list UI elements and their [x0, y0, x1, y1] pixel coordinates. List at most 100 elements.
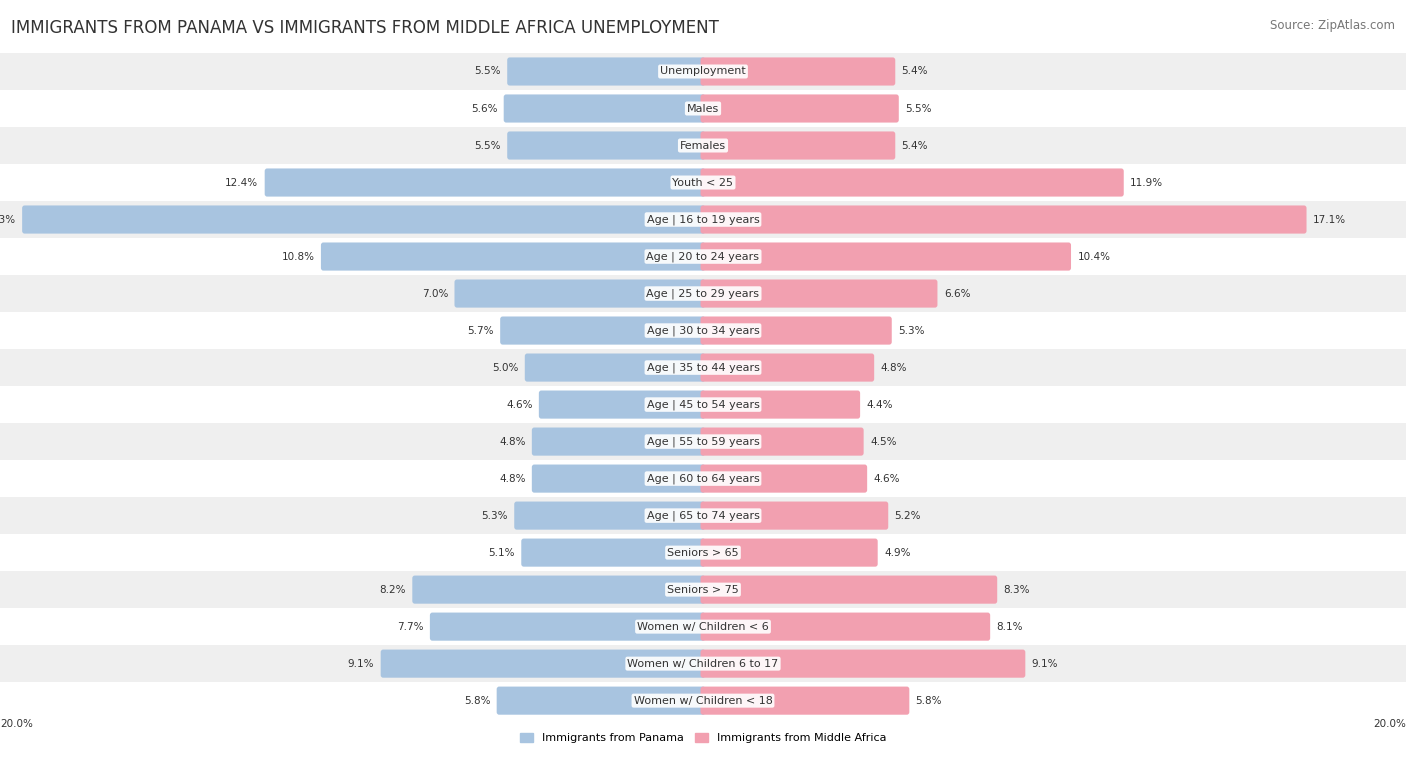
Text: 7.7%: 7.7% — [396, 621, 423, 631]
FancyBboxPatch shape — [700, 316, 891, 344]
Bar — [0, 386, 1406, 423]
Text: Women w/ Children 6 to 17: Women w/ Children 6 to 17 — [627, 659, 779, 668]
Text: Source: ZipAtlas.com: Source: ZipAtlas.com — [1270, 19, 1395, 32]
Text: Unemployment: Unemployment — [661, 67, 745, 76]
Text: 5.8%: 5.8% — [464, 696, 491, 706]
Text: IMMIGRANTS FROM PANAMA VS IMMIGRANTS FROM MIDDLE AFRICA UNEMPLOYMENT: IMMIGRANTS FROM PANAMA VS IMMIGRANTS FRO… — [11, 19, 718, 37]
Bar — [0, 164, 1406, 201]
Text: 4.9%: 4.9% — [884, 547, 911, 558]
FancyBboxPatch shape — [700, 538, 877, 567]
Text: Age | 30 to 34 years: Age | 30 to 34 years — [647, 326, 759, 336]
FancyBboxPatch shape — [503, 95, 706, 123]
FancyBboxPatch shape — [531, 428, 706, 456]
FancyBboxPatch shape — [700, 242, 1071, 270]
Text: 4.4%: 4.4% — [866, 400, 893, 410]
FancyBboxPatch shape — [700, 575, 997, 603]
Text: 5.6%: 5.6% — [471, 104, 498, 114]
Text: Women w/ Children < 18: Women w/ Children < 18 — [634, 696, 772, 706]
Bar — [0, 201, 1406, 238]
Text: 4.6%: 4.6% — [873, 474, 900, 484]
FancyBboxPatch shape — [531, 465, 706, 493]
Text: 4.5%: 4.5% — [870, 437, 897, 447]
Text: 6.6%: 6.6% — [943, 288, 970, 298]
Legend: Immigrants from Panama, Immigrants from Middle Africa: Immigrants from Panama, Immigrants from … — [515, 728, 891, 748]
FancyBboxPatch shape — [522, 538, 706, 567]
Text: 17.1%: 17.1% — [1313, 214, 1346, 225]
Bar — [0, 571, 1406, 608]
FancyBboxPatch shape — [524, 354, 706, 382]
FancyBboxPatch shape — [700, 169, 1123, 197]
Text: 10.4%: 10.4% — [1077, 251, 1111, 261]
Text: 9.1%: 9.1% — [347, 659, 374, 668]
FancyBboxPatch shape — [700, 205, 1306, 234]
Text: 8.3%: 8.3% — [1004, 584, 1031, 594]
Text: 5.7%: 5.7% — [467, 326, 494, 335]
Text: 5.3%: 5.3% — [898, 326, 925, 335]
Text: 9.1%: 9.1% — [1032, 659, 1059, 668]
Text: 4.8%: 4.8% — [499, 474, 526, 484]
Text: 8.2%: 8.2% — [380, 584, 406, 594]
FancyBboxPatch shape — [700, 279, 938, 307]
Bar — [0, 497, 1406, 534]
FancyBboxPatch shape — [412, 575, 706, 603]
Text: 7.0%: 7.0% — [422, 288, 449, 298]
FancyBboxPatch shape — [501, 316, 706, 344]
Text: 5.5%: 5.5% — [905, 104, 932, 114]
FancyBboxPatch shape — [700, 687, 910, 715]
Text: 5.4%: 5.4% — [901, 67, 928, 76]
Text: 4.6%: 4.6% — [506, 400, 533, 410]
Bar — [0, 682, 1406, 719]
FancyBboxPatch shape — [700, 612, 990, 640]
Text: 5.5%: 5.5% — [474, 141, 501, 151]
Text: Age | 55 to 59 years: Age | 55 to 59 years — [647, 436, 759, 447]
Text: Youth < 25: Youth < 25 — [672, 178, 734, 188]
Text: Age | 25 to 29 years: Age | 25 to 29 years — [647, 288, 759, 299]
FancyBboxPatch shape — [700, 58, 896, 86]
Text: Age | 45 to 54 years: Age | 45 to 54 years — [647, 400, 759, 410]
FancyBboxPatch shape — [430, 612, 706, 640]
FancyBboxPatch shape — [508, 132, 706, 160]
Text: 8.1%: 8.1% — [997, 621, 1024, 631]
Bar — [0, 423, 1406, 460]
Text: 5.8%: 5.8% — [915, 696, 942, 706]
FancyBboxPatch shape — [508, 58, 706, 86]
Text: 5.1%: 5.1% — [488, 547, 515, 558]
Text: 5.0%: 5.0% — [492, 363, 519, 372]
FancyBboxPatch shape — [22, 205, 706, 234]
Text: Seniors > 75: Seniors > 75 — [666, 584, 740, 594]
FancyBboxPatch shape — [700, 132, 896, 160]
Bar — [0, 645, 1406, 682]
Text: 4.8%: 4.8% — [499, 437, 526, 447]
Bar — [0, 312, 1406, 349]
FancyBboxPatch shape — [700, 650, 1025, 678]
Bar — [0, 608, 1406, 645]
Text: Age | 20 to 24 years: Age | 20 to 24 years — [647, 251, 759, 262]
Bar — [0, 90, 1406, 127]
FancyBboxPatch shape — [515, 502, 706, 530]
Text: 12.4%: 12.4% — [225, 178, 259, 188]
FancyBboxPatch shape — [381, 650, 706, 678]
Text: Age | 60 to 64 years: Age | 60 to 64 years — [647, 473, 759, 484]
Bar — [0, 238, 1406, 275]
Text: 5.3%: 5.3% — [481, 511, 508, 521]
FancyBboxPatch shape — [700, 502, 889, 530]
Bar — [0, 275, 1406, 312]
Text: Males: Males — [688, 104, 718, 114]
FancyBboxPatch shape — [700, 95, 898, 123]
Text: Age | 65 to 74 years: Age | 65 to 74 years — [647, 510, 759, 521]
FancyBboxPatch shape — [700, 391, 860, 419]
FancyBboxPatch shape — [454, 279, 706, 307]
Text: 11.9%: 11.9% — [1130, 178, 1163, 188]
FancyBboxPatch shape — [538, 391, 706, 419]
Text: 5.4%: 5.4% — [901, 141, 928, 151]
Text: 5.2%: 5.2% — [894, 511, 921, 521]
Text: 5.5%: 5.5% — [474, 67, 501, 76]
Text: Women w/ Children < 6: Women w/ Children < 6 — [637, 621, 769, 631]
FancyBboxPatch shape — [700, 428, 863, 456]
Text: 20.0%: 20.0% — [1374, 719, 1406, 729]
Text: 19.3%: 19.3% — [0, 214, 15, 225]
Text: Seniors > 65: Seniors > 65 — [668, 547, 738, 558]
FancyBboxPatch shape — [496, 687, 706, 715]
Bar — [0, 460, 1406, 497]
Text: 4.8%: 4.8% — [880, 363, 907, 372]
